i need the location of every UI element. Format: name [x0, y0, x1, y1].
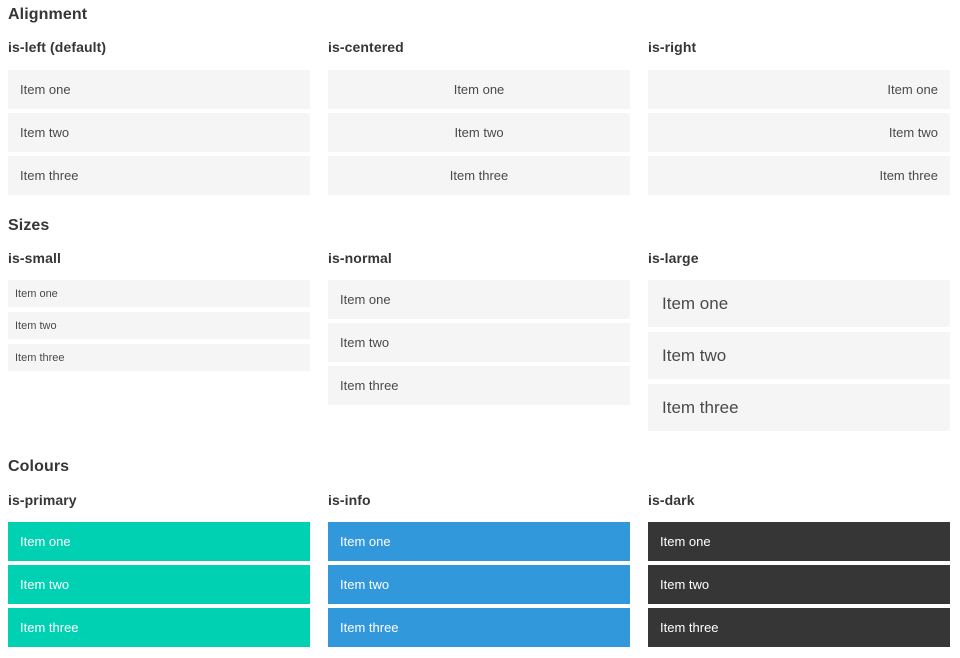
- item-list-is-normal: Item one Item two Item three: [328, 280, 630, 406]
- item-list-is-left: Item one Item two Item three: [8, 69, 310, 195]
- section-grid: is-primary Item one Item two Item three …: [8, 492, 950, 648]
- demo-section: Sizes is-small Item one Item two Item th…: [8, 216, 950, 437]
- list-item[interactable]: Item one: [8, 522, 310, 562]
- variant-column: is-dark Item one Item two Item three: [648, 492, 950, 648]
- list-item[interactable]: Item three: [328, 366, 630, 406]
- variant-heading: is-small: [8, 249, 61, 266]
- item-list-is-right: Item one Item two Item three: [648, 69, 950, 195]
- list-item[interactable]: Item one: [8, 69, 310, 109]
- variant-column: is-primary Item one Item two Item three: [8, 492, 310, 648]
- list-item[interactable]: Item one: [328, 280, 630, 320]
- demo-section: Colours is-primary Item one Item two Ite…: [8, 457, 950, 648]
- list-item[interactable]: Item two: [328, 565, 630, 605]
- list-item[interactable]: Item three: [8, 608, 310, 648]
- section-title: Colours: [8, 458, 70, 476]
- list-item[interactable]: Item two: [328, 112, 630, 152]
- variant-heading: is-primary: [8, 491, 77, 508]
- variant-column: is-normal Item one Item two Item three: [328, 250, 630, 437]
- item-list-is-dark: Item one Item two Item three: [648, 522, 950, 648]
- list-item[interactable]: Item two: [648, 565, 950, 605]
- list-item[interactable]: Item three: [648, 155, 950, 195]
- section-title: Sizes: [8, 216, 50, 234]
- list-item[interactable]: Item one: [648, 69, 950, 109]
- section-title: Alignment: [8, 6, 88, 23]
- item-list-is-large: Item one Item two Item three: [648, 280, 950, 432]
- item-list-is-primary: Item one Item two Item three: [8, 522, 310, 648]
- demo-section: Alignment is-left (default) Item one Ite…: [8, 5, 950, 195]
- list-item[interactable]: Item three: [328, 608, 630, 648]
- list-item[interactable]: Item two: [328, 323, 630, 363]
- list-item[interactable]: Item two: [648, 332, 950, 380]
- list-item[interactable]: Item three: [8, 344, 310, 372]
- item-list-is-small: Item one Item two Item three: [8, 280, 310, 372]
- item-list-is-centered: Item one Item two Item three: [328, 69, 630, 195]
- section-grid: is-left (default) Item one Item two Item…: [8, 39, 950, 195]
- list-item[interactable]: Item one: [328, 69, 630, 109]
- variant-column: is-centered Item one Item two Item three: [328, 39, 630, 195]
- item-list-is-info: Item one Item two Item three: [328, 522, 630, 648]
- variant-heading: is-left (default): [8, 39, 107, 56]
- variant-heading: is-centered: [328, 39, 404, 56]
- variant-column: is-right Item one Item two Item three: [648, 39, 950, 195]
- list-item[interactable]: Item three: [328, 155, 630, 195]
- variant-heading: is-info: [328, 491, 371, 508]
- list-item[interactable]: Item two: [648, 112, 950, 152]
- list-item[interactable]: Item two: [8, 312, 310, 340]
- variant-heading: is-dark: [648, 491, 695, 508]
- section-grid: is-small Item one Item two Item three is…: [8, 250, 950, 437]
- variant-column: is-info Item one Item two Item three: [328, 492, 630, 648]
- list-item[interactable]: Item three: [648, 608, 950, 648]
- list-item[interactable]: Item three: [8, 155, 310, 195]
- variant-heading: is-large: [648, 249, 699, 266]
- list-item[interactable]: Item three: [648, 384, 950, 432]
- list-item[interactable]: Item one: [328, 522, 630, 562]
- variant-column: is-large Item one Item two Item three: [648, 250, 950, 437]
- list-item[interactable]: Item one: [648, 280, 950, 328]
- variant-heading: is-normal: [328, 249, 392, 266]
- list-item[interactable]: Item two: [8, 112, 310, 152]
- list-item[interactable]: Item two: [8, 565, 310, 605]
- list-item[interactable]: Item one: [8, 280, 310, 308]
- list-item[interactable]: Item one: [648, 522, 950, 562]
- variant-column: is-small Item one Item two Item three: [8, 250, 310, 437]
- variant-column: is-left (default) Item one Item two Item…: [8, 39, 310, 195]
- variant-heading: is-right: [648, 39, 697, 56]
